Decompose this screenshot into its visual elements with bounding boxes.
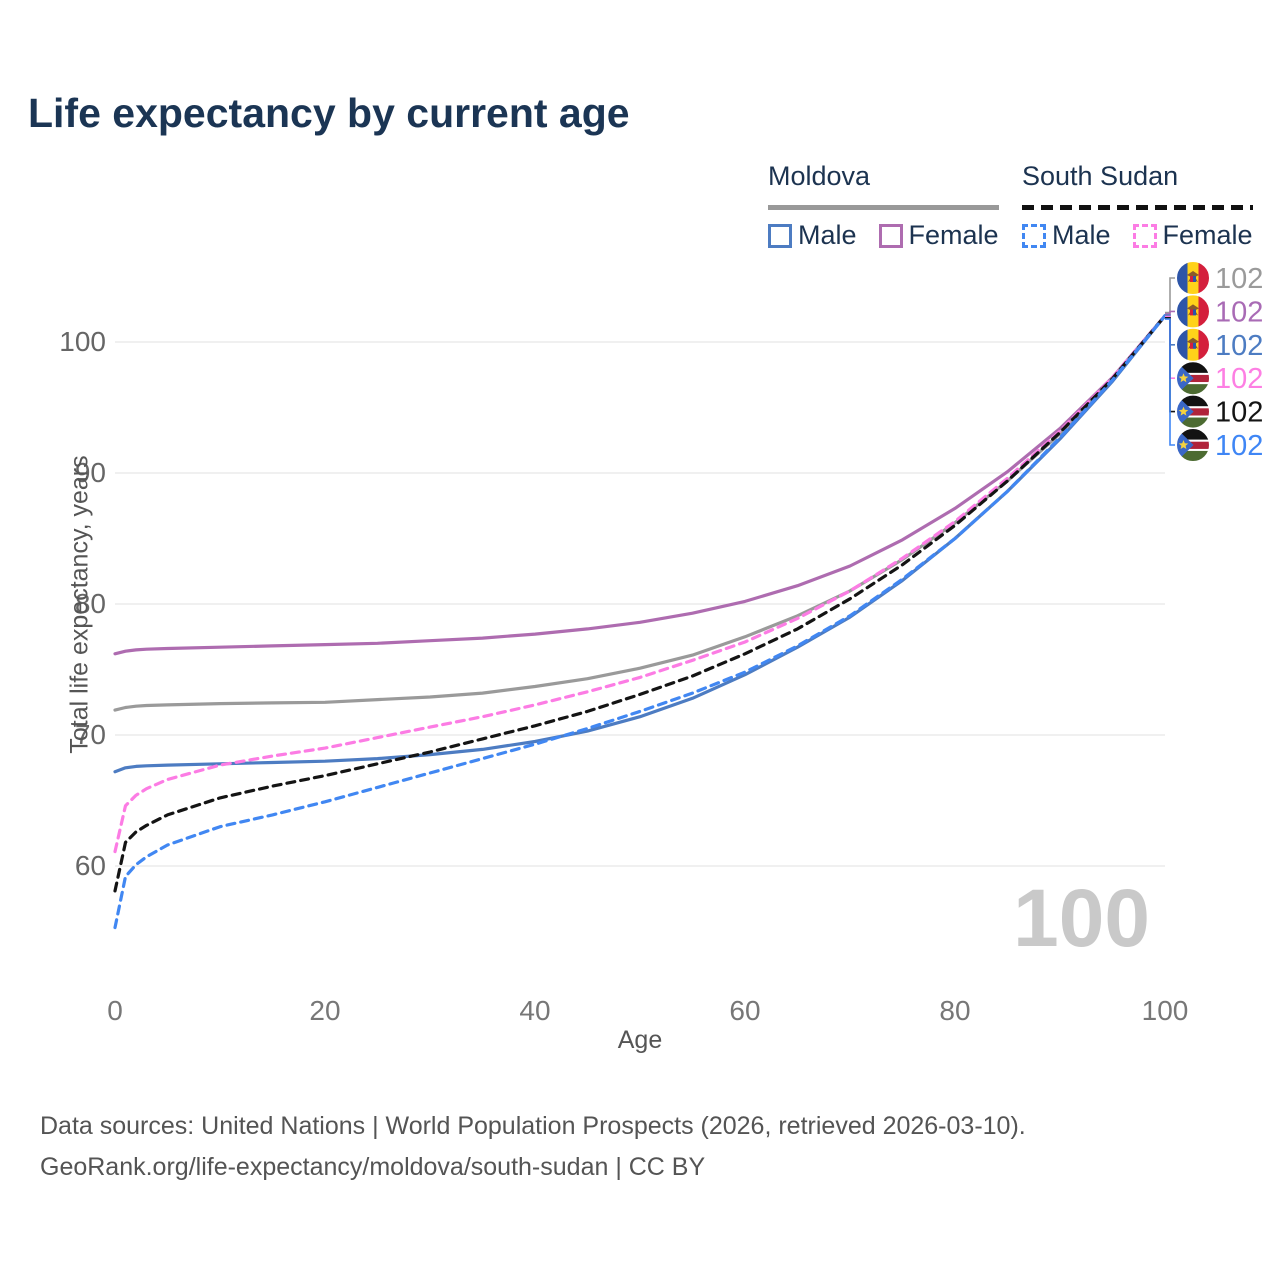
label-connector bbox=[1165, 277, 1175, 314]
legend-item-south-sudan-male: Male bbox=[1022, 220, 1111, 251]
legend-swatch-icon bbox=[768, 223, 792, 248]
legend-group-south-sudan: South Sudan Male Female bbox=[1022, 161, 1253, 251]
series-line-moldova-both-sexes bbox=[113, 314, 1167, 712]
legend-swatch-icon bbox=[1132, 223, 1157, 248]
end-value-row: 102 bbox=[1176, 361, 1263, 396]
south-sudan-flag-icon bbox=[1176, 394, 1210, 429]
end-value-label: 102 bbox=[1215, 330, 1263, 362]
y-axis-title: Total life expectancy, years bbox=[65, 455, 94, 754]
legend-item-label: Female bbox=[1162, 220, 1253, 250]
chart-title: Life expectancy by current age bbox=[28, 90, 630, 136]
label-connector bbox=[1165, 310, 1175, 315]
end-value-row: 102 bbox=[1176, 327, 1263, 362]
end-value-label: 102 bbox=[1215, 397, 1263, 429]
x-tick-label: 20 bbox=[309, 995, 340, 1026]
legend-linestyle-sample-south-sudan bbox=[1022, 205, 1253, 210]
legend-swatch-icon bbox=[878, 223, 903, 248]
x-tick-label: 40 bbox=[519, 995, 550, 1026]
footer: Data sources: United Nations | World Pop… bbox=[40, 1106, 1026, 1188]
end-value-row: 102 bbox=[1176, 394, 1263, 429]
legend-item-label: Male bbox=[1052, 220, 1111, 250]
x-tick-label: 80 bbox=[939, 995, 970, 1026]
end-value-label: 102 bbox=[1215, 363, 1263, 395]
moldova-flag-icon bbox=[1176, 261, 1210, 295]
label-connector bbox=[1165, 318, 1175, 446]
legend-country-south-sudan: South Sudan bbox=[1022, 161, 1179, 191]
series-line-south-sudan-male bbox=[113, 314, 1167, 930]
end-value-label: 102 bbox=[1215, 263, 1263, 295]
legend-item-moldova-female: Female bbox=[878, 220, 999, 251]
end-value-row: 102 bbox=[1176, 261, 1263, 295]
legend-item-south-sudan-female: Female bbox=[1132, 220, 1253, 251]
legend-linestyle-sample-moldova bbox=[768, 205, 999, 210]
x-tick-label: 0 bbox=[107, 995, 123, 1026]
end-value-row: 102 bbox=[1176, 294, 1263, 329]
legend-swatch-icon bbox=[1022, 223, 1046, 248]
moldova-flag-icon bbox=[1176, 327, 1210, 362]
end-value-label: 102 bbox=[1215, 430, 1263, 462]
x-tick-label: 100 bbox=[1142, 995, 1189, 1026]
series-line-south-sudan-both-sexes bbox=[113, 314, 1167, 893]
y-tick-label: 90 bbox=[75, 457, 106, 488]
south-sudan-flag-icon bbox=[1176, 361, 1210, 396]
series-line-south-sudan-female bbox=[113, 314, 1167, 854]
legend-country-moldova: Moldova bbox=[768, 161, 871, 191]
end-value-label: 102 bbox=[1215, 296, 1263, 328]
legend-item-label: Male bbox=[798, 220, 857, 250]
footer-data-sources: Data sources: United Nations | World Pop… bbox=[40, 1112, 1026, 1140]
x-axis-title: Age bbox=[617, 1026, 663, 1054]
age-counter-watermark: 100 bbox=[1013, 873, 1150, 964]
legend-group-moldova: Moldova Male Female bbox=[768, 161, 999, 251]
y-tick-label: 80 bbox=[75, 588, 106, 619]
legend-item-label: Female bbox=[908, 220, 999, 250]
south-sudan-flag-icon bbox=[1176, 428, 1210, 462]
y-tick-label: 100 bbox=[59, 326, 106, 357]
moldova-flag-icon bbox=[1176, 294, 1210, 329]
x-tick-label: 60 bbox=[729, 995, 760, 1026]
end-value-row: 102 bbox=[1176, 428, 1263, 462]
series-line-moldova-female bbox=[113, 314, 1167, 656]
y-tick-label: 70 bbox=[75, 719, 106, 750]
legend-item-moldova-male: Male bbox=[768, 220, 857, 251]
y-tick-label: 60 bbox=[75, 850, 106, 881]
footer-attribution: GeoRank.org/life-expectancy/moldova/sout… bbox=[40, 1153, 706, 1181]
